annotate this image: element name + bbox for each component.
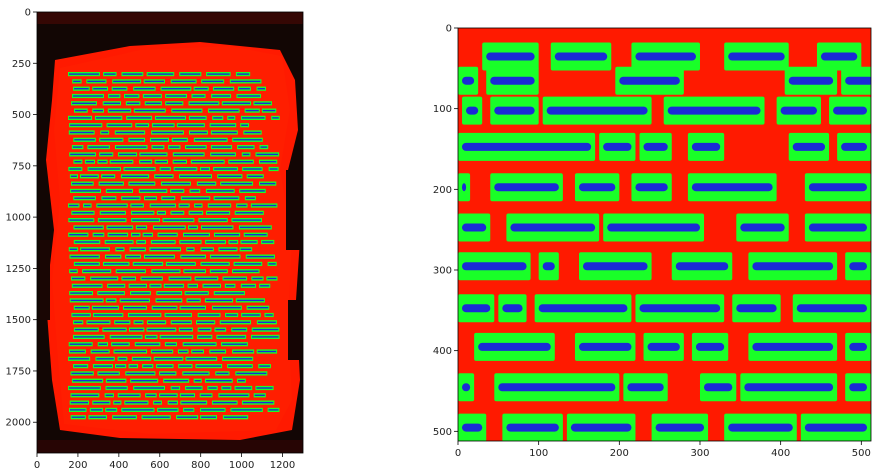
y-tick-label: 1000	[6, 213, 31, 224]
y-tick-label: 750	[12, 161, 31, 172]
y-tick-label: 0	[25, 8, 31, 19]
right-axes: 0 100 200 300 400 500 0 100 200 300 400 500	[433, 24, 872, 459]
x-tick-label: 400	[109, 460, 128, 471]
y-tick-label: 1750	[6, 366, 31, 377]
x-tick-label: 300	[690, 448, 709, 459]
x-tick-label: 0	[455, 448, 461, 459]
x-tick-label: 1000	[229, 460, 254, 471]
right-segmentation-image	[458, 28, 871, 441]
left-text-lines	[68, 72, 280, 420]
left-x-ticks: 0 200 400 600 800 1000 1200	[34, 453, 295, 471]
x-tick-label: 1200	[270, 460, 295, 471]
x-tick-label: 800	[191, 460, 210, 471]
y-tick-label: 0	[446, 24, 452, 35]
y-tick-label: 250	[12, 59, 31, 70]
y-tick-label: 300	[433, 265, 452, 276]
y-tick-label: 500	[12, 110, 31, 121]
y-tick-label: 100	[433, 104, 452, 115]
right-x-ticks: 0 100 200 300 400 500	[455, 441, 871, 459]
right-text-lines	[458, 42, 871, 441]
x-tick-label: 400	[771, 448, 790, 459]
left-segmentation-image	[37, 12, 303, 453]
x-tick-label: 200	[610, 448, 629, 459]
y-tick-label: 500	[433, 427, 452, 438]
y-tick-label: 200	[433, 185, 452, 196]
x-tick-label: 0	[34, 460, 40, 471]
x-tick-label: 100	[529, 448, 548, 459]
left-y-ticks: 0 250 500 750 1000 1250 1500 1750 2000	[6, 8, 37, 429]
y-tick-label: 2000	[6, 418, 31, 429]
y-tick-label: 1250	[6, 264, 31, 275]
left-axes: 0 250 500 750 1000 1250 1500 1750 2000 0 200 400 60…	[6, 8, 304, 471]
right-y-ticks: 0 100 200 300 400 500	[433, 24, 458, 438]
y-tick-label: 400	[433, 346, 452, 357]
y-tick-label: 1500	[6, 315, 31, 326]
x-tick-label: 200	[68, 460, 87, 471]
x-tick-label: 500	[852, 448, 871, 459]
x-tick-label: 600	[150, 460, 169, 471]
